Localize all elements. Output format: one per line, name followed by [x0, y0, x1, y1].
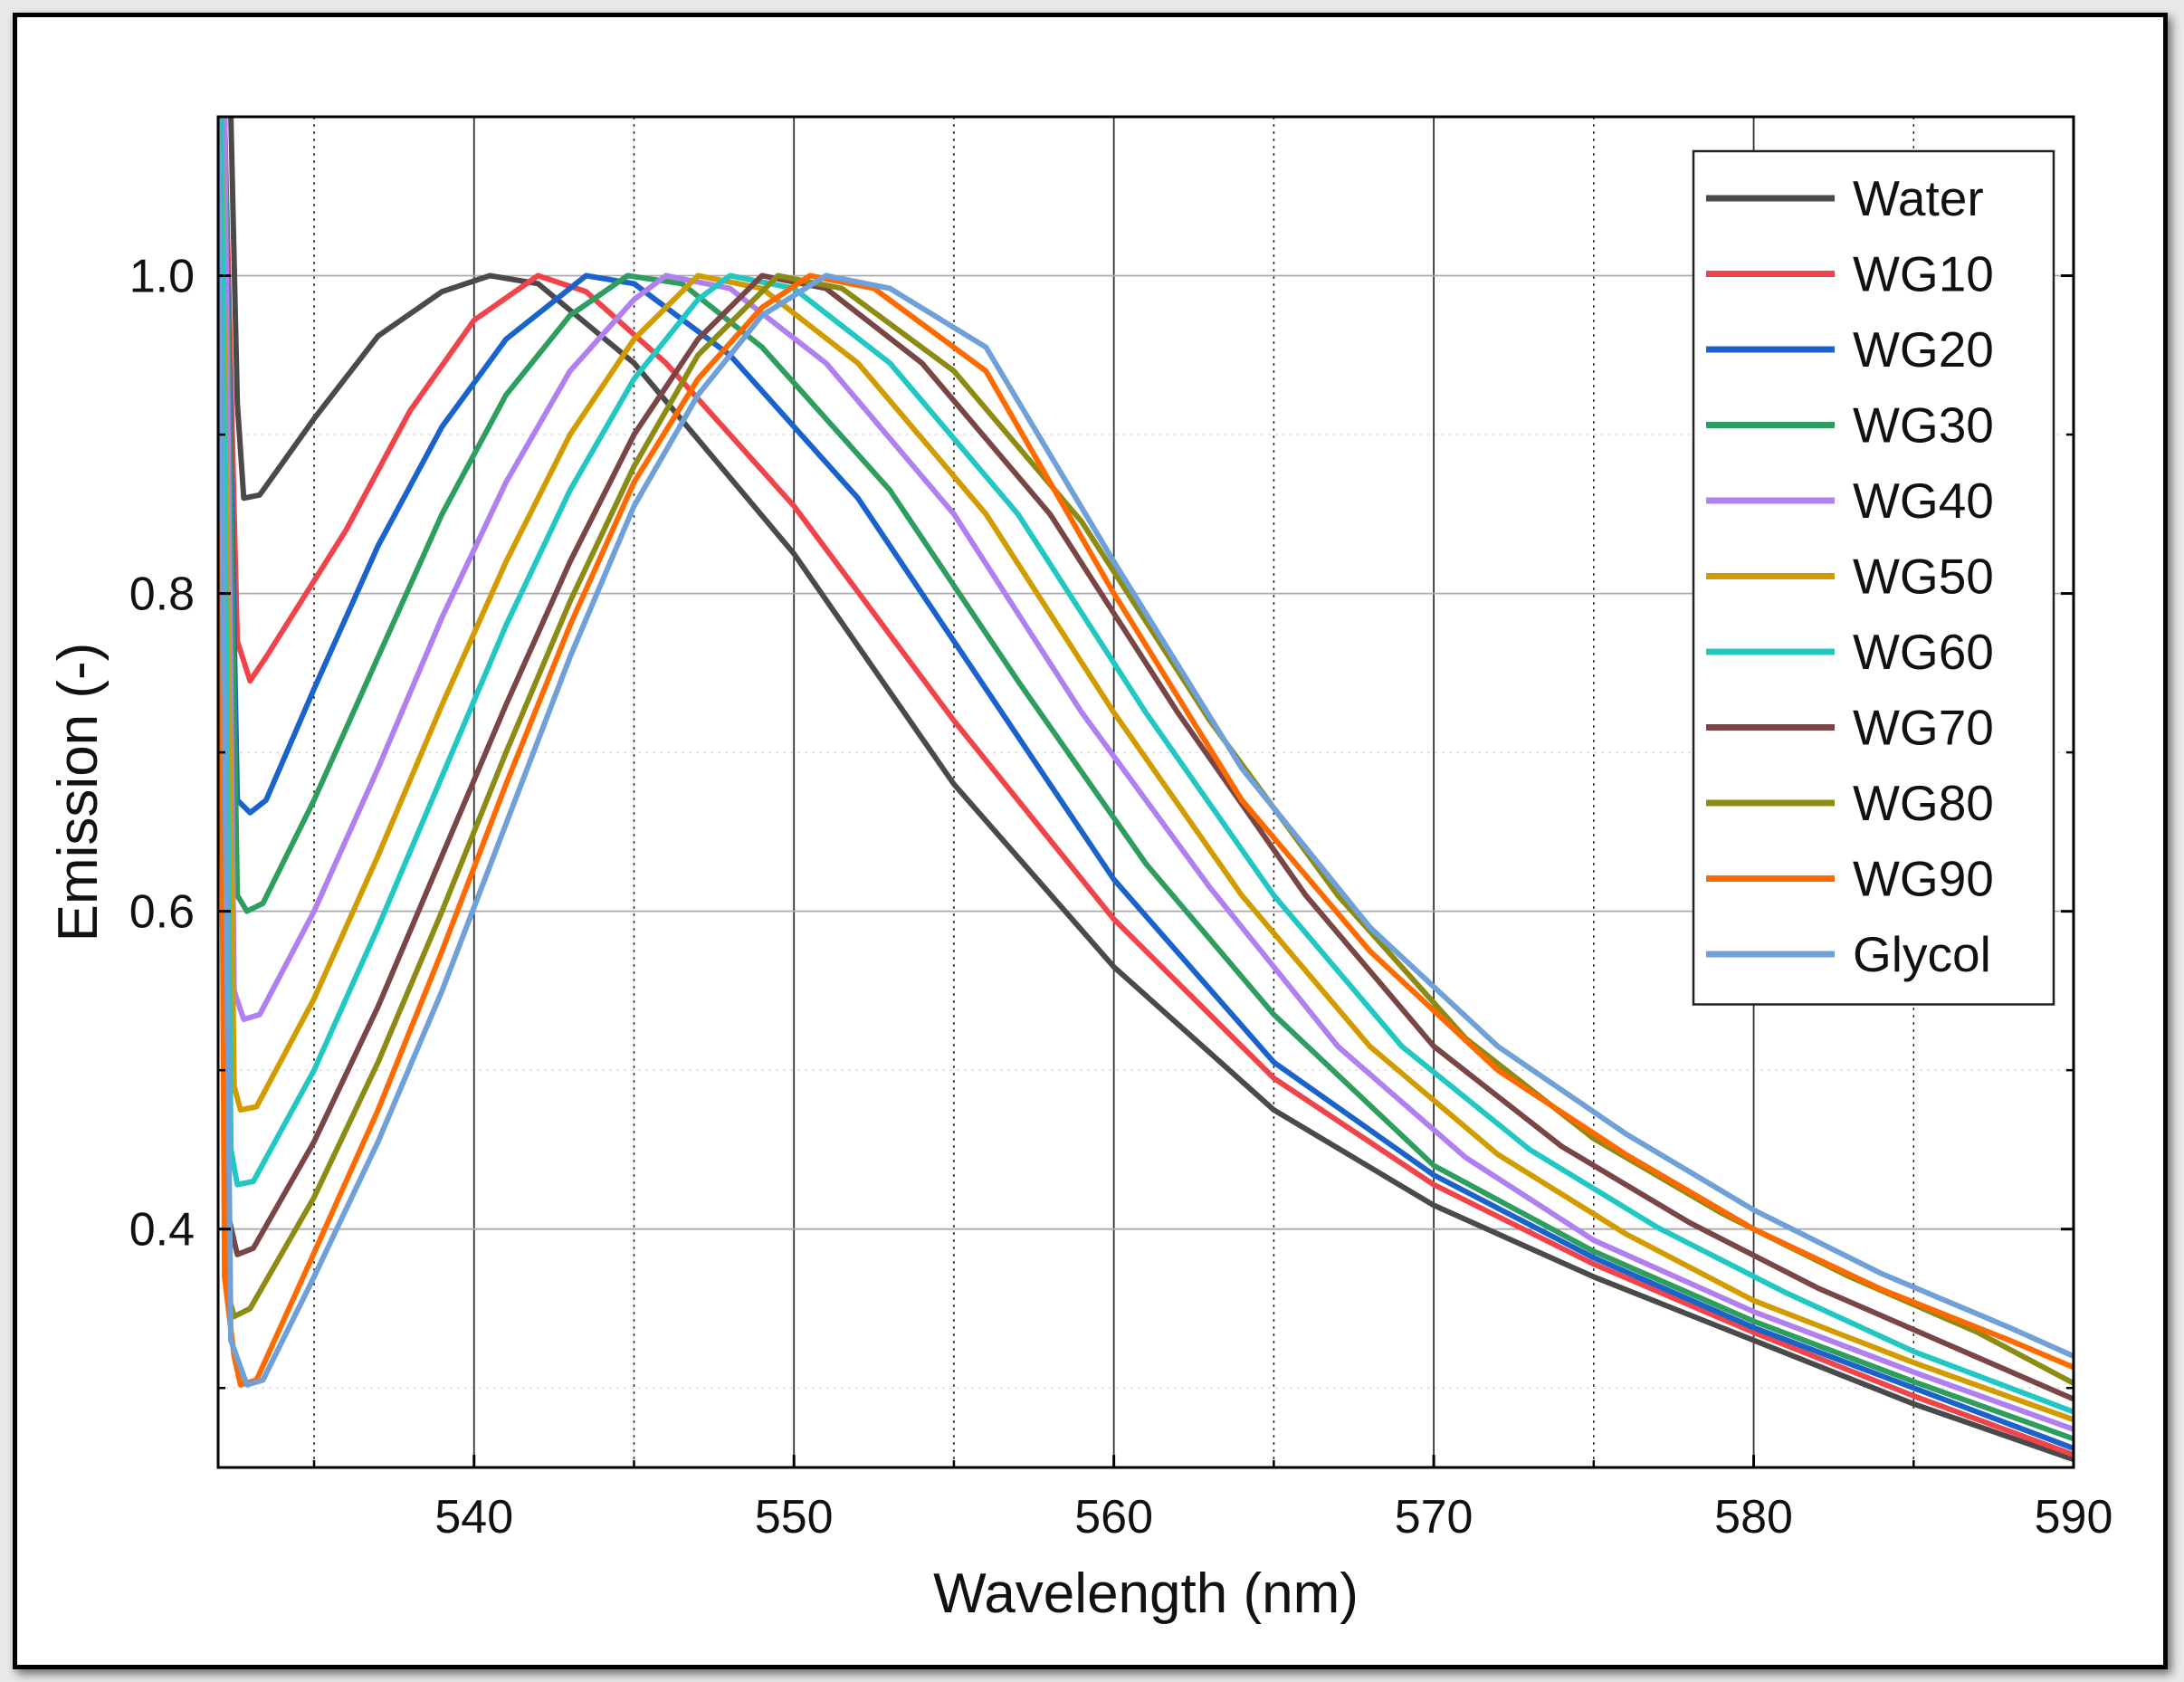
x-tick-label: 570: [1395, 1491, 1473, 1543]
grid: [218, 117, 2074, 1467]
legend-label-water: Water: [1853, 170, 1984, 226]
plot-frame: [216, 115, 2075, 1469]
y-tick-label: 0.4: [129, 1204, 195, 1257]
axes: [216, 115, 2075, 1469]
x-axis-title: Wavelength (nm): [933, 1563, 1359, 1625]
y-axis-title: Emission (-): [47, 643, 110, 942]
legend-label-wg90: WG90: [1853, 851, 1994, 907]
series-line-wg60: [218, 117, 2074, 1415]
x-tick-label: 590: [2035, 1491, 2113, 1543]
emission-chart: 540 550 560 570 580 590 0.4 0.6 0.8 1.0 Wavelengt…: [47, 115, 2113, 1625]
legend-label-wg60: WG60: [1853, 624, 1994, 680]
legend-label-glycol: Glycol: [1853, 926, 1991, 982]
series-line-wg30: [222, 117, 2074, 1442]
x-tick-label: 540: [434, 1491, 513, 1543]
tick-labels: 540 550 560 570 580 590 0.4 0.6 0.8 1.0: [129, 251, 2113, 1543]
legend-label-wg10: WG10: [1853, 246, 1994, 302]
series-line-wg40: [222, 117, 2074, 1432]
legend-label-wg40: WG40: [1853, 473, 1994, 529]
series-line-wg70: [218, 117, 2074, 1402]
x-tick-label: 560: [1074, 1491, 1153, 1543]
figure-card: 540 550 560 570 580 590 0.4 0.6 0.8 1.0 Wavelengt…: [13, 13, 2168, 1669]
series-line-wg10: [222, 117, 2074, 1457]
series-lines: [218, 117, 2074, 1463]
y-tick-label: 0.6: [129, 886, 195, 939]
series-line-wg50: [218, 117, 2074, 1423]
x-tick-label: 550: [755, 1491, 834, 1543]
legend-label-wg20: WG20: [1853, 321, 1994, 377]
y-tick-label: 1.0: [129, 251, 195, 303]
y-tick-label: 0.8: [129, 569, 195, 621]
series-line-glycol: [218, 117, 2074, 1388]
legend: Water WG10 WG20 WG30 WG40 WG50 WG60 WG70 WG80 WG9…: [1692, 149, 2055, 1006]
legend-label-wg30: WG30: [1853, 397, 1994, 454]
legend-label-wg70: WG70: [1853, 700, 1994, 756]
legend-label-wg80: WG80: [1853, 775, 1994, 831]
series-line-water: [228, 117, 2074, 1463]
x-tick-label: 580: [1714, 1491, 1793, 1543]
legend-label-wg50: WG50: [1853, 549, 1994, 605]
